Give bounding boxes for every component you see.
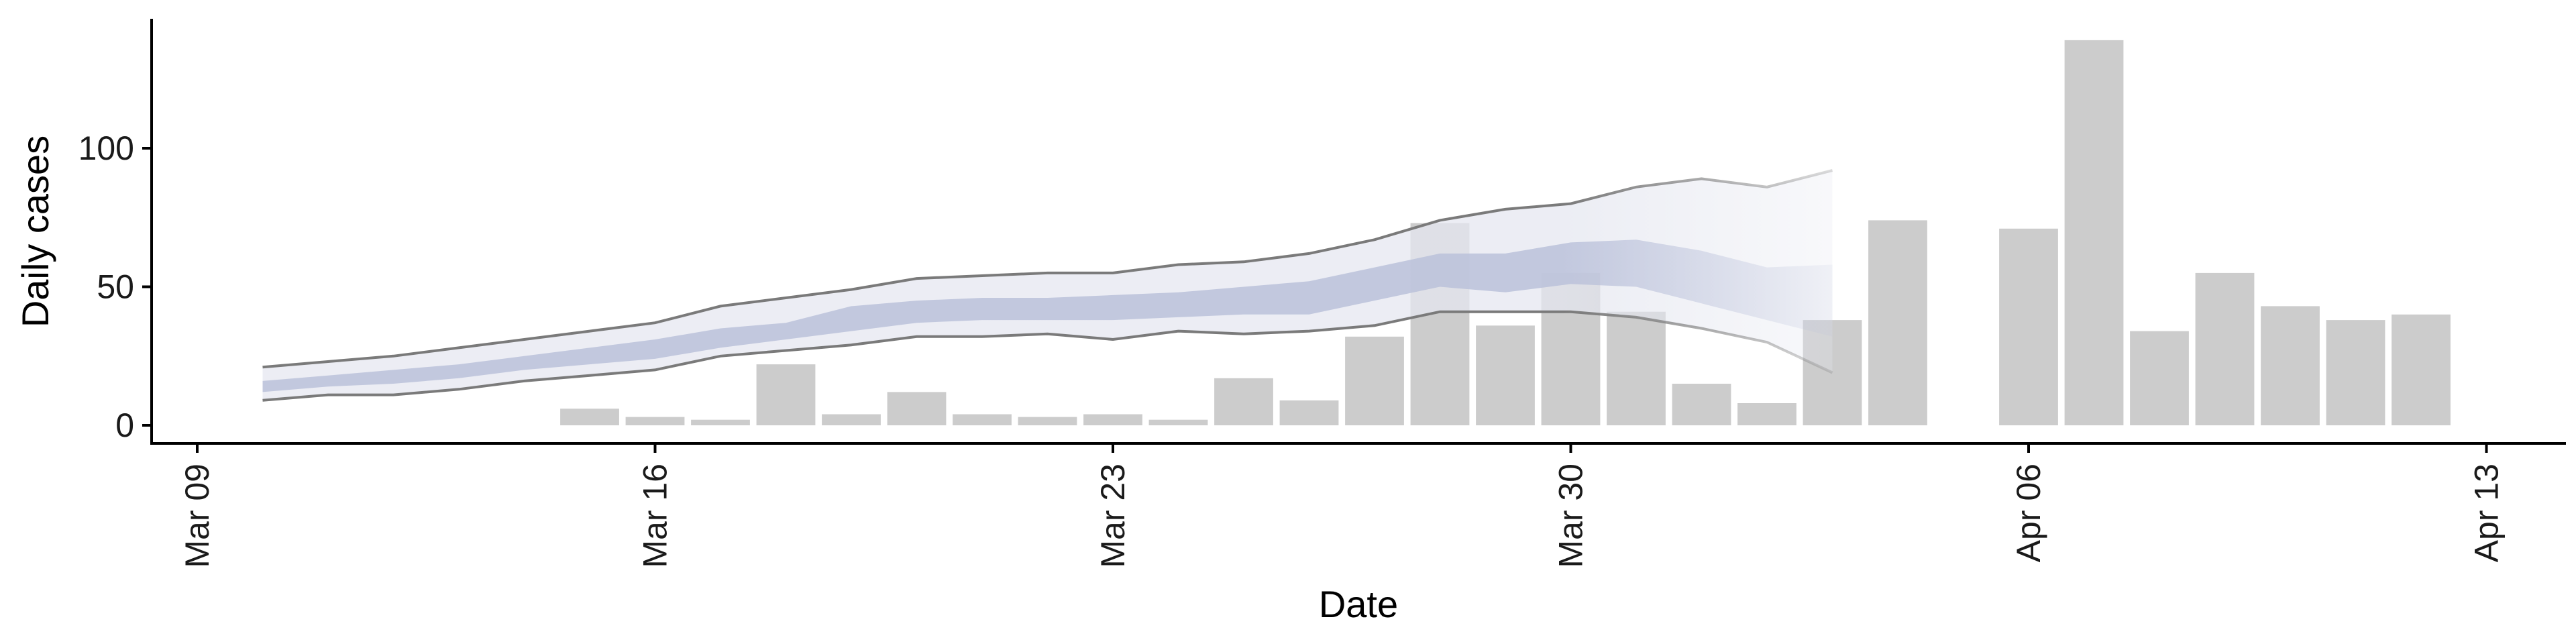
bar-2020-04-02 [1737, 403, 1796, 425]
bar-2020-03-22 [1018, 417, 1077, 425]
bar-2020-03-25 [1214, 378, 1273, 425]
estimate-band-layer [262, 169, 1833, 402]
bar-2020-04-07 [2064, 40, 2124, 425]
x-tick-label-2020-04-13: Apr 13 [2468, 464, 2506, 562]
bar-2020-03-24 [1148, 419, 1208, 425]
estimate-upper-bound-line [262, 169, 1833, 369]
y-tick-label-100: 100 [78, 129, 134, 167]
bar-2020-03-23 [1083, 414, 1142, 425]
bar-2020-03-31 [1607, 311, 1666, 425]
bar-2020-03-18 [756, 364, 816, 425]
bar-2020-04-08 [2130, 331, 2189, 425]
bar-2020-04-01 [1672, 384, 1731, 425]
bars-layer [560, 40, 2451, 425]
bar-2020-04-04 [1868, 220, 1927, 425]
estimate-lower-bound-line [262, 310, 1833, 402]
y-tick-label-0: 0 [115, 407, 134, 444]
y-axis-title: Daily cases [14, 136, 56, 327]
x-tick-label-2020-03-30: Mar 30 [1552, 464, 1590, 568]
bar-2020-03-15 [560, 409, 619, 425]
bar-2020-04-06 [1999, 228, 2058, 425]
x-tick-label-2020-03-23: Mar 23 [1094, 464, 1132, 568]
bar-2020-03-26 [1279, 400, 1339, 425]
bar-2020-04-11 [2326, 320, 2385, 425]
x-ticks: Mar 09 Mar 16 Mar 23 Mar 30 Apr 06 Apr 13 [178, 443, 2506, 568]
bar-2020-04-10 [2261, 306, 2320, 425]
bar-2020-03-27 [1345, 336, 1404, 425]
y-tick-label-50: 50 [97, 268, 134, 306]
estimate-band-50 [262, 239, 1833, 392]
axes: 0 50 100 Mar 09 Mar 16 Mar 23 Mar 30 Apr 06 Apr… [78, 19, 2566, 568]
x-tick-label-2020-04-06: Apr 06 [2010, 464, 2047, 562]
y-ticks: 0 50 100 [78, 129, 152, 444]
bar-2020-03-20 [887, 392, 947, 425]
bar-2020-03-29 [1476, 325, 1535, 425]
bar-2020-03-21 [953, 414, 1012, 425]
plot-area [262, 40, 2451, 425]
x-tick-label-2020-03-16: Mar 16 [637, 464, 674, 568]
bar-2020-04-12 [2392, 314, 2451, 425]
x-axis-title: Date [1319, 583, 1398, 625]
bar-2020-03-16 [625, 417, 685, 425]
x-tick-label-2020-03-09: Mar 09 [178, 464, 216, 568]
bar-2020-03-17 [691, 419, 750, 425]
bar-2020-04-09 [2195, 272, 2255, 425]
bar-2020-03-19 [822, 414, 881, 425]
